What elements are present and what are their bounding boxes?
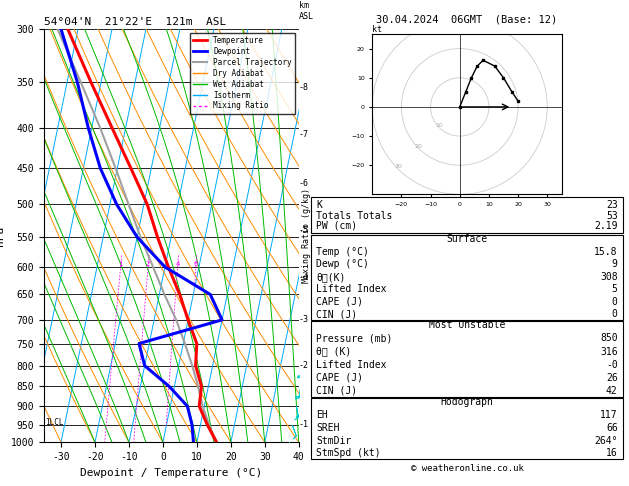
Text: 23: 23 [606, 200, 618, 210]
Text: Lifted Index: Lifted Index [316, 284, 387, 295]
Text: 2: 2 [146, 261, 150, 267]
Text: -5: -5 [299, 226, 309, 235]
Text: θᴇ(K): θᴇ(K) [316, 272, 346, 282]
Text: 20: 20 [415, 144, 423, 149]
X-axis label: Dewpoint / Temperature (°C): Dewpoint / Temperature (°C) [81, 468, 262, 478]
Text: -0: -0 [606, 360, 618, 370]
Text: 5: 5 [612, 284, 618, 295]
Text: km
ASL: km ASL [299, 1, 314, 21]
Text: CIN (J): CIN (J) [316, 386, 357, 396]
Text: 316: 316 [600, 347, 618, 357]
Text: θᴇ (K): θᴇ (K) [316, 347, 352, 357]
Text: -4: -4 [299, 273, 309, 281]
Text: -1: -1 [299, 420, 309, 429]
Text: 9: 9 [612, 259, 618, 269]
Text: -6: -6 [299, 179, 309, 188]
Text: 6: 6 [194, 261, 198, 267]
Text: 15.8: 15.8 [594, 247, 618, 257]
Text: 2.19: 2.19 [594, 221, 618, 231]
Text: 26: 26 [606, 373, 618, 383]
Text: 308: 308 [600, 272, 618, 282]
Text: 264°: 264° [594, 435, 618, 446]
Text: Lifted Index: Lifted Index [316, 360, 387, 370]
Text: Dewp (°C): Dewp (°C) [316, 259, 369, 269]
Text: 30.04.2024  06GMT  (Base: 12): 30.04.2024 06GMT (Base: 12) [376, 15, 558, 25]
Text: 54°04'N  21°22'E  121m  ASL: 54°04'N 21°22'E 121m ASL [44, 17, 226, 27]
Text: 42: 42 [606, 386, 618, 396]
Text: StmDir: StmDir [316, 435, 352, 446]
Text: Most Unstable: Most Unstable [429, 320, 505, 330]
Text: Pressure (mb): Pressure (mb) [316, 333, 392, 344]
Text: 0: 0 [612, 297, 618, 307]
Text: Mixing Ratio (g/kg): Mixing Ratio (g/kg) [302, 188, 311, 283]
Text: 53: 53 [606, 210, 618, 221]
Text: 1: 1 [118, 261, 123, 267]
Text: Surface: Surface [447, 234, 487, 243]
Y-axis label: hPa: hPa [0, 226, 5, 246]
Text: 30: 30 [394, 164, 403, 169]
Text: Temp (°C): Temp (°C) [316, 247, 369, 257]
Text: 1LCL: 1LCL [45, 417, 64, 427]
Text: -2: -2 [299, 361, 309, 370]
Text: CAPE (J): CAPE (J) [316, 297, 364, 307]
Text: 66: 66 [606, 423, 618, 433]
Text: K: K [316, 200, 322, 210]
Text: CIN (J): CIN (J) [316, 310, 357, 319]
Text: PW (cm): PW (cm) [316, 221, 357, 231]
Text: -8: -8 [299, 84, 309, 92]
Text: 117: 117 [600, 410, 618, 420]
Text: CAPE (J): CAPE (J) [316, 373, 364, 383]
Text: 0: 0 [612, 310, 618, 319]
Text: 850: 850 [600, 333, 618, 344]
Text: -3: -3 [299, 315, 309, 324]
Text: 4: 4 [175, 261, 180, 267]
Text: 16: 16 [606, 449, 618, 458]
Text: EH: EH [316, 410, 328, 420]
Text: StmSpd (kt): StmSpd (kt) [316, 449, 381, 458]
Text: -7: -7 [299, 130, 309, 139]
Text: 10: 10 [435, 123, 443, 128]
Text: © weatheronline.co.uk: © weatheronline.co.uk [411, 464, 523, 473]
Legend: Temperature, Dewpoint, Parcel Trajectory, Dry Adiabat, Wet Adiabat, Isotherm, Mi: Temperature, Dewpoint, Parcel Trajectory… [191, 33, 295, 114]
Text: kt: kt [372, 25, 382, 34]
Text: Hodograph: Hodograph [440, 397, 494, 407]
Text: Totals Totals: Totals Totals [316, 210, 392, 221]
Text: SREH: SREH [316, 423, 340, 433]
